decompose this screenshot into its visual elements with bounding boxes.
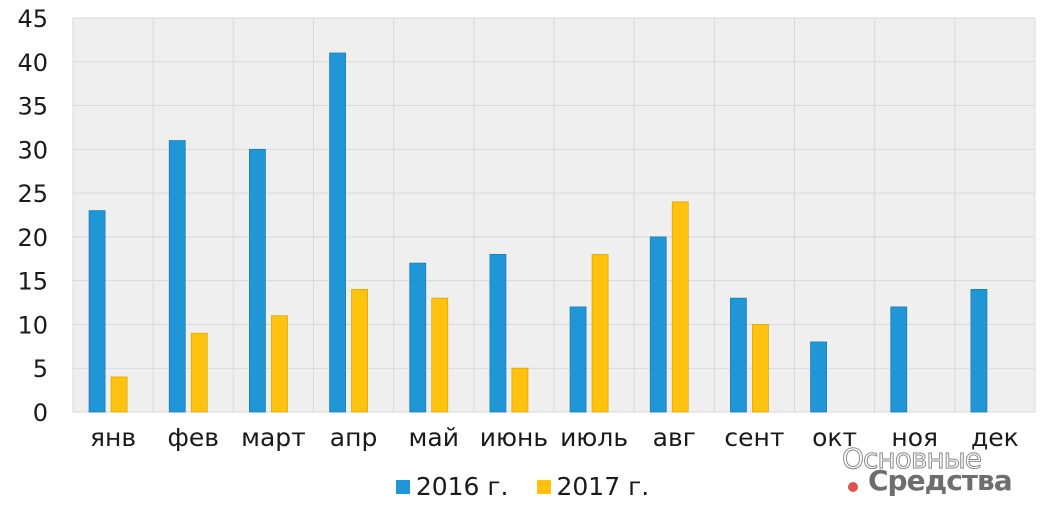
bar-2017-8 [752, 324, 769, 413]
x-tick-label: янв [90, 423, 136, 452]
y-tick-label: 30 [17, 136, 48, 164]
bar-2016-1 [168, 140, 186, 413]
x-tick-label: май [409, 423, 459, 452]
bar-2016-9 [810, 341, 827, 413]
y-tick-label: 15 [17, 268, 48, 296]
x-tick-label: окт [812, 423, 857, 452]
x-tick-label: апр [330, 423, 378, 452]
x-tick-label: июнь [480, 423, 548, 452]
bar-chart: 0 5 10 15 20 25 30 35 40 45 янв фев март апр май июнь и… [17, 5, 1036, 452]
legend: 2016 г. 2017 г. [0, 472, 1045, 501]
bar-2016-4 [409, 262, 427, 413]
y-tick-label: 45 [17, 5, 48, 33]
y-axis-ticks: 0 5 10 15 20 25 30 35 40 45 [17, 5, 48, 427]
bar-2017-7 [671, 201, 689, 413]
x-tick-label: сент [724, 423, 784, 452]
legend-swatch-2016 [395, 479, 410, 494]
bar-2016-0 [88, 210, 106, 413]
x-axis-labels: янв фев март апр май июнь июль авг сент окт ноя дек [90, 423, 1019, 452]
y-tick-label: 40 [17, 49, 48, 77]
watermark-dot [848, 482, 858, 492]
bars [88, 52, 988, 413]
bar-2017-4 [431, 297, 449, 413]
legend-swatch-2017 [536, 479, 551, 494]
y-tick-label: 35 [17, 93, 48, 121]
legend-item-2016: 2016 г. [395, 472, 509, 501]
y-tick-label: 0 [33, 399, 48, 427]
legend-label-2017: 2017 г. [556, 472, 650, 501]
bar-2017-3 [351, 289, 368, 413]
y-tick-label: 25 [17, 180, 48, 208]
bar-2017-5 [511, 367, 529, 413]
bar-2016-7 [649, 236, 667, 413]
bar-2016-5 [489, 253, 507, 413]
bar-2016-2 [249, 148, 266, 413]
y-tick-label: 5 [33, 355, 48, 383]
legend-item-2017: 2017 г. [536, 472, 650, 501]
bar-2017-1 [190, 332, 208, 413]
bar-2016-3 [329, 52, 346, 413]
y-tick-label: 20 [17, 224, 48, 252]
x-tick-label: март [241, 423, 306, 452]
x-tick-label: дек [971, 423, 1019, 452]
bar-2017-0 [110, 376, 128, 413]
bar-2017-2 [271, 315, 288, 413]
watermark-line2: Средства [868, 464, 1013, 497]
bar-2016-6 [569, 306, 587, 413]
x-tick-label: авг [653, 423, 696, 452]
bar-2016-10 [890, 306, 908, 413]
watermark-logo: Основные Средства [841, 442, 1042, 502]
legend-label-2016: 2016 г. [415, 472, 509, 501]
bar-2016-11 [970, 289, 988, 413]
y-tick-label: 10 [17, 311, 48, 339]
x-tick-label: июль [560, 423, 628, 452]
x-tick-label: фев [168, 423, 220, 452]
gridlines [72, 17, 1036, 413]
watermark-line1: Основные [841, 442, 982, 476]
bar-2016-8 [730, 297, 747, 413]
x-tick-label: ноя [891, 423, 938, 452]
bar-2017-6 [591, 253, 609, 413]
